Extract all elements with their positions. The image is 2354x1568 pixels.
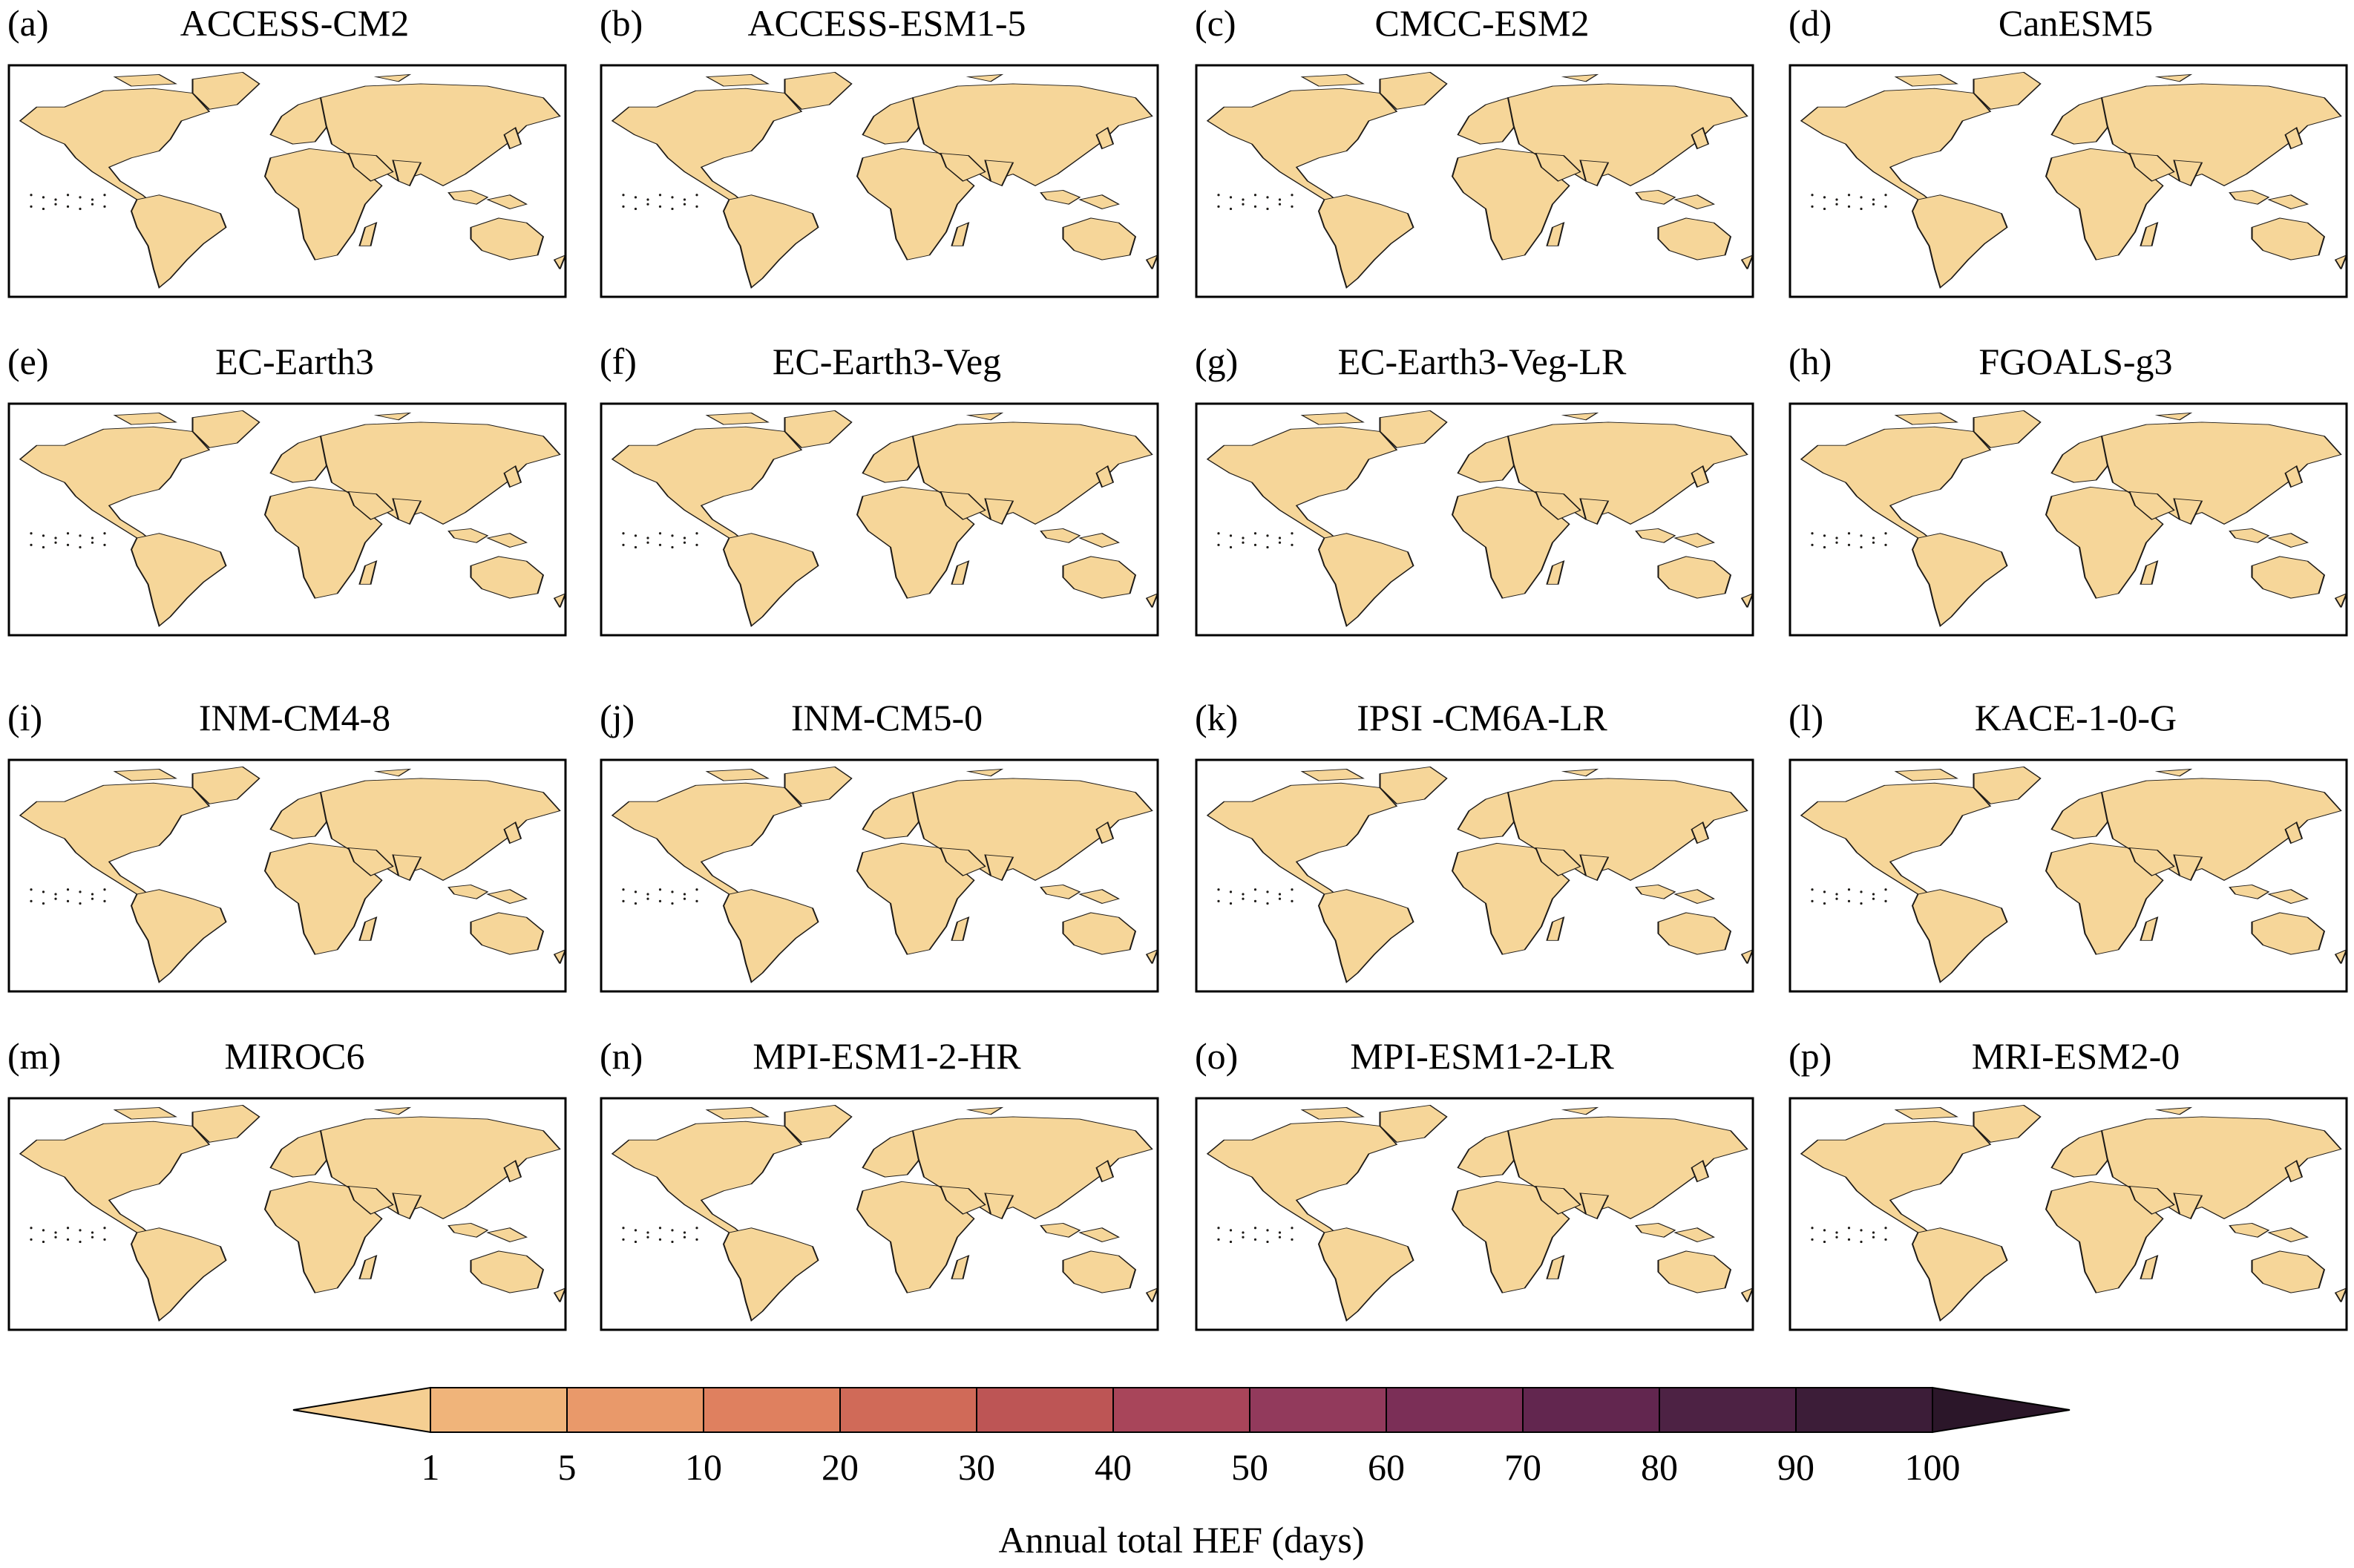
colorbar-tick-label: 100	[1905, 1446, 1961, 1488]
panel-model-name: MPI-ESM1-2-LR	[1350, 1035, 1614, 1077]
panel-model-name: INM-CM5-0	[791, 697, 983, 738]
map-panel: (h) FGOALS-g3	[1789, 341, 2348, 637]
map-frame	[7, 402, 567, 637]
panel-letter: (c)	[1195, 2, 1236, 44]
colorbar-segment	[976, 1387, 1114, 1433]
panel-model-name: MIROC6	[225, 1035, 365, 1077]
panel-letter: (p)	[1789, 1035, 1832, 1077]
map-panel: (f) EC-Earth3-Veg	[600, 341, 1159, 637]
panel-model-name: EC-Earth3	[215, 341, 374, 382]
map-panel: (m) MIROC6	[7, 1035, 567, 1331]
map-frame	[1789, 758, 2348, 993]
panel-letter: (i)	[7, 697, 42, 738]
panel-model-name: EC-Earth3-Veg-LR	[1338, 341, 1627, 382]
map-panel: (k) IPSI -CM6A-LR	[1195, 697, 1754, 993]
panel-model-name: KACE-1-0-G	[1975, 697, 2177, 738]
colorbar-tick-label: 5	[558, 1446, 577, 1488]
colorbar-segment	[839, 1387, 977, 1433]
colorbar-tick-label: 60	[1368, 1446, 1405, 1488]
map-frame	[7, 758, 567, 993]
map-frame	[1789, 64, 2348, 298]
panel-letter: (n)	[600, 1035, 643, 1077]
panel-model-name: IPSI -CM6A-LR	[1357, 697, 1607, 738]
map-frame	[600, 1097, 1159, 1331]
panel-letter: (g)	[1195, 341, 1238, 382]
colorbar-tick-label: 30	[958, 1446, 995, 1488]
panel-model-name: ACCESS-ESM1-5	[747, 2, 1026, 44]
panel-model-name: FGOALS-g3	[1978, 341, 2172, 382]
colorbar-segment	[430, 1387, 568, 1433]
map-panel: (c) CMCC-ESM2	[1195, 2, 1754, 298]
map-panel: (e) EC-Earth3	[7, 341, 567, 637]
panel-letter: (o)	[1195, 1035, 1238, 1077]
colorbar-tick-label: 40	[1095, 1446, 1132, 1488]
panel-letter: (d)	[1789, 2, 1832, 44]
colorbar-tick-label: 20	[822, 1446, 859, 1488]
colorbar-tick-label: 70	[1504, 1446, 1541, 1488]
map-frame	[600, 758, 1159, 993]
map-panel: (b) ACCESS-ESM1-5	[600, 2, 1159, 298]
map-panel: (i) INM-CM4-8	[7, 697, 567, 993]
map-frame	[1195, 402, 1754, 637]
map-panels: (a) ACCESS-CM2 (b) ACCESS-ESM1-5 (c) CMCC-ESM…	[7, 2, 2348, 1331]
panel-model-name: CanESM5	[1999, 2, 2153, 44]
map-panel: (d) CanESM5	[1789, 2, 2348, 298]
colorbar-segment	[1795, 1387, 1933, 1433]
map-frame	[7, 64, 567, 298]
colorbar-tick-label: 1	[422, 1446, 440, 1488]
map-frame	[1195, 64, 1754, 298]
panel-letter: (a)	[7, 2, 49, 44]
panel-model-name: MPI-ESM1-2-HR	[753, 1035, 1021, 1077]
panel-letter: (f)	[600, 341, 637, 382]
panel-model-name: CMCC-ESM2	[1375, 2, 1590, 44]
colorbar-segment	[1249, 1387, 1387, 1433]
panel-model-name: EC-Earth3-Veg	[773, 341, 1001, 382]
colorbar-label: Annual total HEF (days)	[999, 1519, 1365, 1561]
panel-letter: (e)	[7, 341, 49, 382]
colorbar-tick-label: 10	[685, 1446, 722, 1488]
colorbar-segment	[1112, 1387, 1250, 1433]
map-panel: (l) KACE-1-0-G	[1789, 697, 2348, 993]
colorbar-upper-extension	[1932, 1386, 2071, 1434]
map-panel: (j) INM-CM5-0	[600, 697, 1159, 993]
map-frame	[1789, 1097, 2348, 1331]
map-panel: (a) ACCESS-CM2	[7, 2, 567, 298]
map-frame	[1789, 402, 2348, 637]
panel-letter: (j)	[600, 697, 635, 738]
map-frame	[1195, 758, 1754, 993]
colorbar-segment	[1386, 1387, 1524, 1433]
map-frame	[600, 64, 1159, 298]
map-frame	[600, 402, 1159, 637]
panel-model-name: INM-CM4-8	[199, 697, 390, 738]
colorbar-tick-label: 50	[1231, 1446, 1268, 1488]
colorbar-tick-label: 80	[1641, 1446, 1678, 1488]
map-panel: (o) MPI-ESM1-2-LR	[1195, 1035, 1754, 1331]
colorbar-segment	[566, 1387, 704, 1433]
panel-model-name: ACCESS-CM2	[180, 2, 409, 44]
panel-letter: (m)	[7, 1035, 61, 1077]
colorbar-segment	[1659, 1387, 1797, 1433]
panel-letter: (l)	[1789, 697, 1823, 738]
map-panel: (p) MRI-ESM2-0	[1789, 1035, 2348, 1331]
map-frame	[1195, 1097, 1754, 1331]
panel-letter: (k)	[1195, 697, 1238, 738]
panel-letter: (h)	[1789, 341, 1832, 382]
colorbar-lower-extension	[292, 1386, 431, 1434]
colorbar-tick-label: 90	[1777, 1446, 1814, 1488]
map-panel: (g) EC-Earth3-Veg-LR	[1195, 341, 1754, 637]
map-panel: (n) MPI-ESM1-2-HR	[600, 1035, 1159, 1331]
colorbar-segment	[1522, 1387, 1660, 1433]
map-frame	[7, 1097, 567, 1331]
colorbar-segment	[703, 1387, 841, 1433]
panel-letter: (b)	[600, 2, 643, 44]
colorbar: 1 5 10 20 30 40 50 60 70 80 90 100 Annual total HEF …	[292, 1386, 2071, 1561]
panel-model-name: MRI-ESM2-0	[1972, 1035, 2180, 1077]
